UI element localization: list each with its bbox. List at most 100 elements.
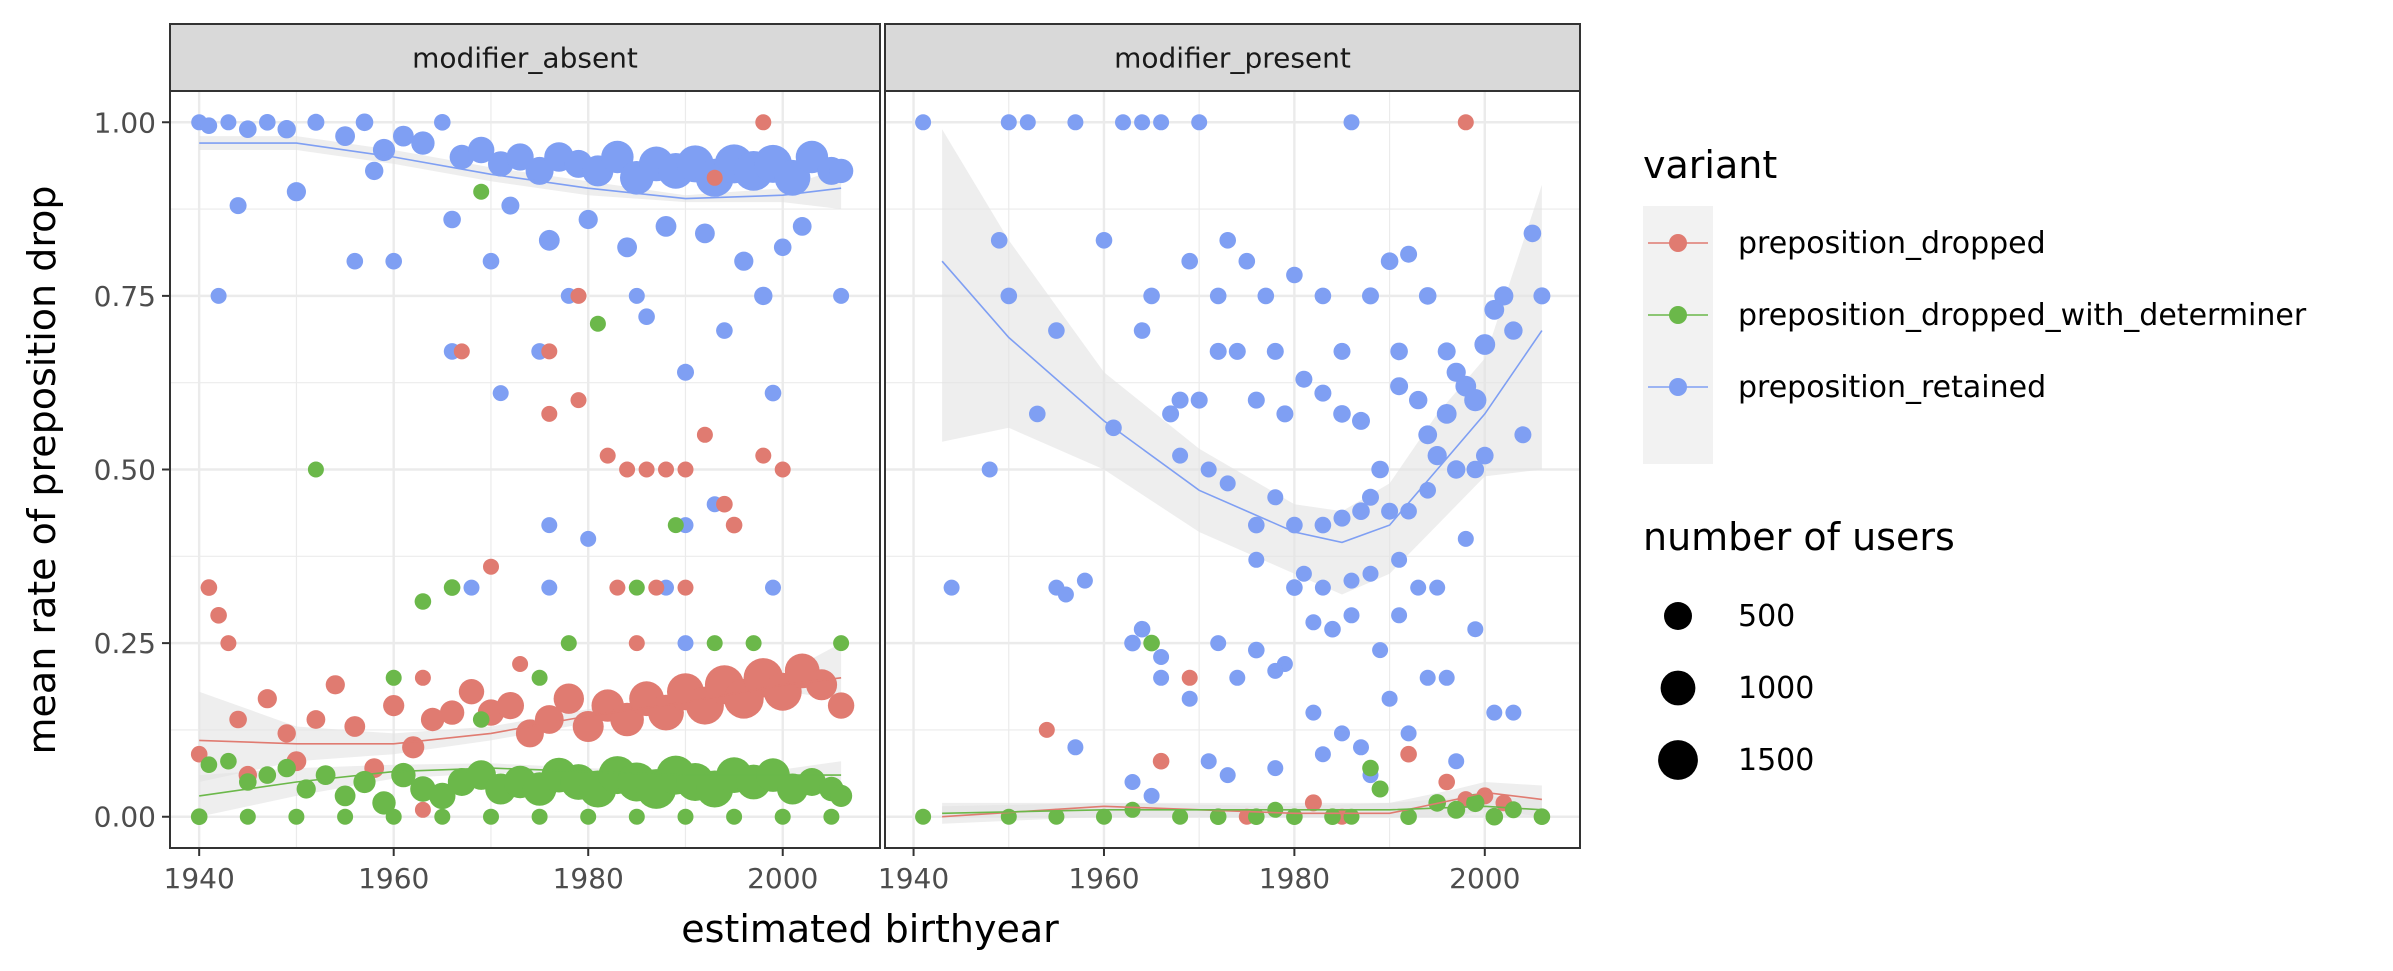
y-tick-label: 0.50 <box>94 454 156 487</box>
point-preposition_dropped_with_determiner <box>288 808 305 825</box>
point-preposition_dropped_with_determiner <box>1485 807 1504 826</box>
point-preposition_retained <box>365 161 384 181</box>
point-preposition_retained <box>506 143 534 171</box>
point-preposition_dropped_with_determiner <box>239 808 256 825</box>
point-preposition_dropped <box>1038 721 1055 738</box>
point-preposition_retained <box>1464 389 1487 412</box>
point-preposition_retained <box>1143 287 1160 305</box>
point-preposition_retained <box>1352 411 1370 430</box>
point-preposition_dropped_with_determiner <box>726 808 743 825</box>
point-preposition_retained <box>1200 753 1217 770</box>
point-preposition_retained <box>1380 252 1399 270</box>
point-preposition_retained <box>1095 232 1113 249</box>
point-preposition_retained <box>1238 252 1256 270</box>
point-preposition_dropped_with_determiner <box>385 669 402 686</box>
point-preposition_retained <box>1190 391 1208 409</box>
point-preposition_retained <box>580 530 597 547</box>
point-preposition_retained <box>1314 384 1332 402</box>
point-preposition_dropped <box>496 692 524 720</box>
point-preposition_dropped_with_determiner <box>667 517 684 534</box>
legend-label-preposition_dropped_with_determiner: preposition_dropped_with_determiner <box>1738 298 2307 333</box>
point-preposition_retained <box>229 197 247 215</box>
legend-label-preposition_retained: preposition_retained <box>1738 370 2046 405</box>
point-preposition_retained <box>828 158 854 184</box>
point-preposition_retained <box>468 136 495 164</box>
point-preposition_retained <box>1362 287 1379 305</box>
point-preposition_dropped_with_determiner <box>560 635 577 652</box>
trend-line-preposition_dropped <box>942 791 1542 818</box>
point-preposition_retained <box>1286 579 1303 596</box>
point-preposition_dropped_with_determiner <box>307 461 324 478</box>
point-preposition_retained <box>411 131 435 155</box>
facet-strip-label: modifier_absent <box>412 42 638 75</box>
point-preposition_dropped_with_determiner <box>385 808 402 825</box>
point-preposition_dropped_with_determiner <box>580 808 597 825</box>
point-preposition_retained <box>1372 642 1389 659</box>
point-preposition_retained <box>346 252 364 270</box>
point-preposition_retained <box>1486 704 1503 721</box>
legend-size-key <box>1664 602 1692 630</box>
trend-line-preposition_retained <box>199 142 842 200</box>
point-preposition_retained <box>1333 509 1351 527</box>
point-preposition_retained <box>1343 114 1360 131</box>
point-preposition_retained <box>1418 425 1438 445</box>
point-preposition_dropped_with_determiner <box>296 779 316 799</box>
point-preposition_dropped <box>453 343 470 360</box>
x-tick-label: 1940 <box>878 862 949 895</box>
point-preposition_dropped <box>806 669 838 701</box>
y-tick-label: 0.75 <box>94 280 156 313</box>
y-tick-label: 0.00 <box>94 801 156 834</box>
point-preposition_dropped <box>383 695 405 717</box>
point-preposition_dropped_with_determiner <box>434 808 451 825</box>
point-preposition_retained <box>1248 641 1265 659</box>
point-preposition_dropped <box>512 656 529 672</box>
trend-line-preposition_dropped <box>199 677 842 745</box>
x-tick-label: 1960 <box>1068 862 1139 895</box>
point-preposition_dropped_with_determiner <box>483 808 499 825</box>
point-preposition_dropped <box>725 516 743 534</box>
axes: 1940 1960 1980 2000 0.00 0.25 0.50 0.75 1.00 1940… <box>94 106 1521 895</box>
point-preposition_retained <box>1219 232 1236 249</box>
legend-size-label: 500 <box>1738 599 1795 634</box>
point-preposition_retained <box>915 114 932 131</box>
point-preposition_dropped_with_determiner <box>1209 808 1227 825</box>
point-preposition_dropped <box>774 461 791 478</box>
point-preposition_retained <box>1419 669 1436 686</box>
point-preposition_retained <box>541 517 558 534</box>
point-preposition_retained <box>1391 551 1408 568</box>
facet-strip-label: modifier_present <box>1114 42 1351 75</box>
point-preposition_dropped <box>277 724 296 743</box>
point-preposition_dropped_with_determiner <box>391 762 416 788</box>
point-preposition_dropped <box>220 635 237 652</box>
point-preposition_dropped <box>827 692 855 719</box>
point-preposition_retained <box>1400 725 1417 742</box>
point-preposition_dropped_with_determiner <box>429 782 456 810</box>
point-preposition_retained <box>1438 669 1455 686</box>
point-preposition_dropped_with_determiner <box>774 808 791 825</box>
point-preposition_retained <box>1447 460 1466 479</box>
legend: variant preposition_dropped preposition_dr… <box>1643 143 2307 780</box>
point-preposition_retained <box>1219 475 1236 492</box>
x-tick-label: 1980 <box>1259 862 1330 895</box>
y-tick-label: 0.25 <box>94 627 156 660</box>
point-preposition_dropped <box>696 426 713 443</box>
point-preposition_dropped_with_determiner <box>220 752 237 770</box>
point-preposition_retained <box>1000 287 1018 305</box>
point-preposition_retained <box>1267 489 1284 506</box>
point-preposition_dropped <box>1304 794 1322 812</box>
point-preposition_dropped <box>628 635 645 652</box>
point-preposition_retained <box>434 114 451 131</box>
legend-key-point-preposition_dropped <box>1669 234 1687 252</box>
point-preposition_retained <box>1029 405 1046 423</box>
point-preposition_retained <box>943 579 960 596</box>
point-preposition_retained <box>1305 704 1322 721</box>
y-axis-title: mean rate of preposition drop <box>20 186 64 755</box>
y-tick-label: 1.00 <box>94 106 156 139</box>
point-preposition_retained <box>1067 739 1084 756</box>
point-preposition_dropped_with_determiner <box>833 635 850 652</box>
point-preposition_dropped <box>677 579 694 596</box>
point-preposition_retained <box>1352 502 1370 520</box>
point-preposition_retained <box>1219 767 1236 784</box>
point-preposition_dropped <box>420 707 445 732</box>
point-preposition_retained <box>1267 760 1284 777</box>
